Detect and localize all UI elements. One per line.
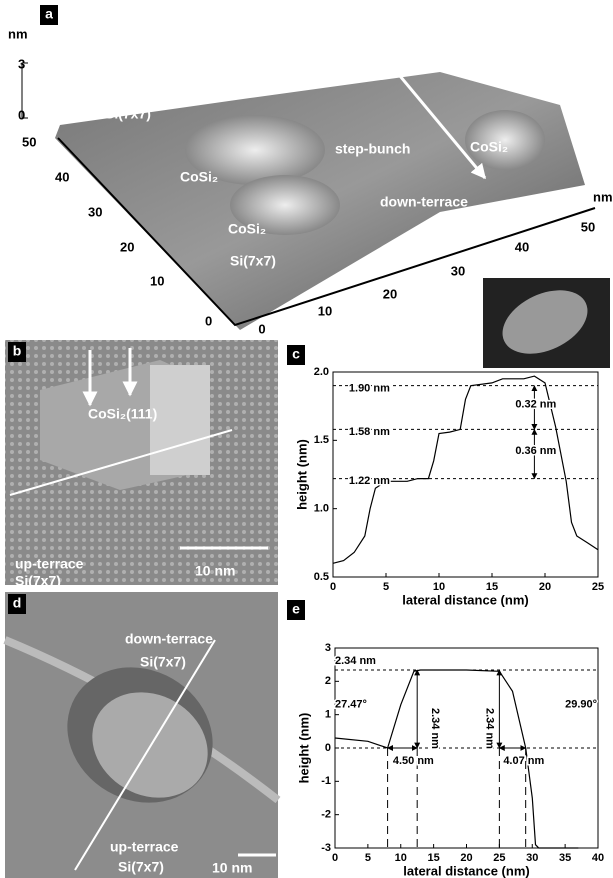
label: 4.50 nm [393, 755, 434, 767]
label: d [13, 595, 22, 611]
label: 29.90° [565, 699, 597, 711]
label: 50 [22, 134, 36, 149]
label: Si(7x7) [118, 859, 164, 875]
label: down-terrace [125, 631, 213, 647]
label: 20 [383, 286, 397, 301]
label: 2.34 nm [484, 708, 496, 749]
label: 15 [486, 581, 498, 593]
label: CoSi₂(111) [88, 406, 157, 422]
label: 10 nm [195, 563, 235, 579]
label: 1.58 nm [349, 426, 390, 438]
label: c [292, 346, 300, 362]
label: 5 [383, 581, 389, 593]
label: Si(7x7) [230, 253, 276, 269]
label: 35 [559, 852, 571, 864]
page: {"panel_a":{"letter":"a","z_unit":"nm","… [0, 0, 613, 878]
label: 2.34 nm [335, 655, 376, 667]
label: height (nm) [294, 439, 309, 510]
label: step-bunch [335, 141, 410, 157]
label: 10 [433, 581, 445, 593]
label: 0 [332, 852, 338, 864]
label: lateral distance (nm) [403, 863, 529, 878]
label: 40 [515, 239, 529, 254]
label: 2.0 [314, 366, 329, 378]
label: 0.36 nm [515, 445, 556, 457]
label: 25 [493, 852, 505, 864]
label: 15 [428, 852, 440, 864]
label: 10 [395, 852, 407, 864]
label: Si(7x7) [105, 106, 151, 122]
label: up-terrace [110, 839, 179, 855]
label: a [45, 6, 53, 22]
label: -3 [321, 842, 331, 854]
label: 4.07 nm [503, 755, 544, 767]
label: -2 [321, 809, 331, 821]
label: 30 [451, 263, 465, 278]
label: nm [8, 26, 28, 41]
label: 0.5 [314, 571, 329, 583]
label: height (nm) [296, 713, 311, 784]
label: 0 [258, 321, 265, 336]
label: -1 [321, 775, 331, 787]
label: lateral distance (nm) [402, 592, 528, 607]
profile-line [333, 376, 598, 563]
label: 0 [18, 107, 25, 122]
label: 40 [55, 169, 69, 184]
panel-a-image [22, 5, 610, 368]
label: 10 [318, 303, 332, 318]
label: CoSi₂ [228, 221, 266, 237]
label: Si(7x7) [15, 573, 61, 589]
label: 30 [526, 852, 538, 864]
label: up-terrace [15, 556, 84, 572]
label: 3 [18, 56, 25, 71]
label: 50 [581, 219, 595, 234]
label: 0.32 nm [515, 399, 556, 411]
label: 10 nm [212, 860, 252, 876]
label: e [292, 601, 300, 617]
label: 1.90 nm [349, 382, 390, 394]
label: up-terrace [300, 21, 369, 37]
label: 5 [365, 852, 371, 864]
label: down-terrace [380, 194, 468, 210]
label: 1.22 nm [349, 475, 390, 487]
label: 0 [330, 581, 336, 593]
label: 27.47° [335, 699, 367, 711]
label: 10 [150, 273, 164, 288]
label: 2 [325, 675, 331, 687]
label: b [13, 343, 22, 359]
label: nm [593, 189, 613, 204]
label: 2.34 nm [429, 708, 441, 749]
label: CoSi₂ [180, 169, 218, 185]
label: 0 [325, 742, 331, 754]
label: 25 [592, 581, 604, 593]
panel-b-image [5, 340, 278, 585]
label: 1.0 [314, 503, 329, 515]
label: 20 [120, 239, 134, 254]
label: 1 [325, 709, 331, 721]
label: 1.5 [314, 434, 329, 446]
label: 3 [325, 642, 331, 654]
label: 20 [460, 852, 472, 864]
label: 40 [592, 852, 604, 864]
label: 0 [205, 313, 212, 328]
label: CoSi₂ [470, 139, 508, 155]
label: Si(7x7) [140, 654, 186, 670]
figure: anm305040302010001020304050nmup-terraceS… [0, 0, 613, 878]
label: 20 [539, 581, 551, 593]
label: 30 [88, 204, 102, 219]
